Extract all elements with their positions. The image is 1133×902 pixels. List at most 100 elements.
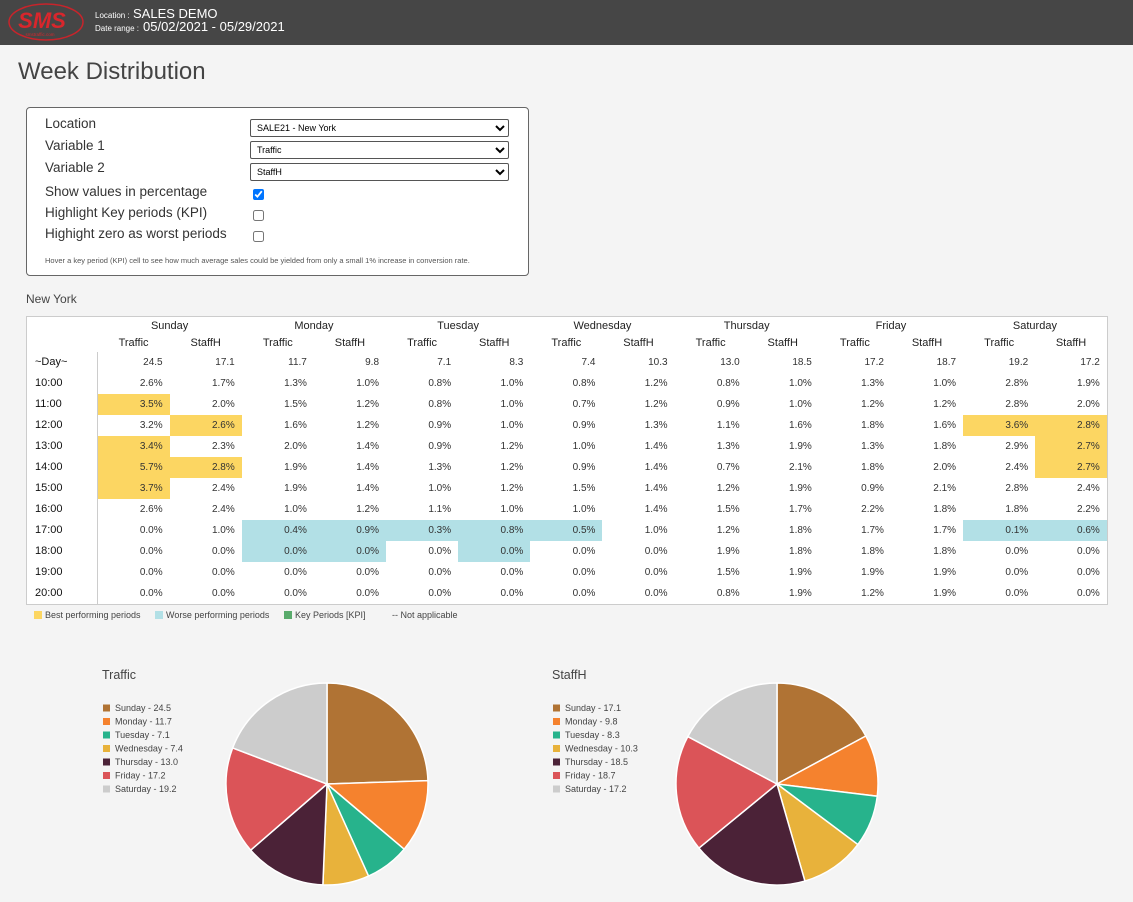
table-cell: 0.0%	[139, 566, 163, 578]
header-bar: SMS smstraffic.com Location : SALES DEMO…	[0, 0, 1133, 45]
legend-swatch	[284, 611, 292, 619]
table-cell: 11.7	[288, 356, 307, 368]
row-label: 20:00	[26, 582, 98, 604]
checkbox[interactable]	[253, 210, 264, 221]
table-cell: 1.9%	[789, 566, 812, 578]
table-cell: 1.6%	[789, 419, 812, 431]
table-cell: 1.3%	[644, 419, 668, 431]
row-label: 18:00	[26, 540, 98, 562]
table-cell: 1.9%	[1077, 377, 1100, 389]
table-cell: 1.9%	[789, 440, 812, 452]
pie-slice	[225, 746, 329, 852]
subheader: Traffic	[695, 337, 726, 349]
table-cell: 0.0%	[211, 587, 235, 599]
table-cell: 3.2%	[139, 419, 163, 431]
table-cell: 24.5	[143, 356, 163, 368]
table-cell: 2.7%	[1035, 435, 1108, 457]
table-cell: 1.1%	[428, 503, 452, 515]
table-cell: 1.5%	[716, 503, 740, 515]
table-cell: 1.2%	[356, 503, 380, 515]
table-cell: 2.2%	[861, 503, 884, 515]
corner	[27, 317, 98, 335]
checkbox[interactable]	[253, 231, 264, 242]
row-label: 17:00	[26, 519, 98, 541]
select[interactable]: Traffic	[250, 141, 509, 159]
day-header: Monday	[294, 319, 334, 332]
table-cell: 1.4%	[644, 503, 668, 515]
legend-swatch	[103, 785, 110, 793]
subheader: Traffic	[118, 337, 149, 349]
table-cell: 0.8%	[458, 519, 531, 541]
table-cell: 8.3	[509, 356, 524, 368]
legend-swatch	[553, 718, 560, 725]
table-cell: 0.0%	[572, 566, 596, 578]
select[interactable]: StaffH	[250, 163, 509, 181]
table-cell: 5.7%	[97, 456, 170, 478]
table-cell: 0.9%	[861, 482, 884, 494]
table-cell: 0.8%	[716, 377, 740, 389]
table-cell: 1.0%	[428, 482, 452, 494]
table-cell: 1.0%	[572, 503, 596, 515]
table-cell: 1.0%	[789, 398, 812, 410]
table-row: 17:00 0.0% 1.0% 0.4% 0.9% 0.3% 0.8% 0.5% 1.0% 1.2…	[26, 519, 1108, 541]
legend-label: Wednesday - 10.3	[565, 744, 638, 754]
day-header: Sunday	[150, 319, 189, 332]
logo-subtext: smstraffic.com	[26, 32, 55, 37]
table-cell: 1.9%	[789, 587, 812, 599]
chart-title: StaffH	[552, 668, 587, 682]
table-cell: 1.2%	[500, 461, 524, 473]
table-cell: 2.6%	[169, 414, 242, 436]
row-label: 19:00	[26, 561, 98, 583]
legend-swatch	[103, 772, 110, 779]
table-cell: 1.2%	[644, 398, 668, 410]
day-header: Wednesday	[573, 319, 632, 332]
table-cell: 0.1%	[963, 519, 1036, 541]
page-title: Week Distribution	[18, 58, 206, 85]
legend-label: Sunday - 17.1	[565, 703, 621, 713]
table-cell: 1.4%	[356, 482, 380, 494]
legend-label: Thursday - 13.0	[115, 757, 178, 767]
row-label: 13:00	[26, 435, 98, 457]
pie-slice	[686, 682, 778, 786]
table-cell: 0.4%	[241, 519, 314, 541]
table-cell: 18.7	[936, 356, 957, 368]
table-cell: 0.9%	[572, 461, 596, 473]
legend-swatch	[553, 731, 560, 739]
table-cell: 1.8%	[861, 545, 884, 557]
table-cell: 1.9%	[284, 461, 307, 473]
day-header: Tuesday	[437, 319, 480, 332]
pie-slice	[697, 782, 806, 886]
table-row: 18:00 0.0% 0.0% 0.0% 0.0% 0.0% 0.0% 0.0% 0.0% 1.9…	[26, 540, 1108, 562]
table-cell: 1.0%	[789, 377, 812, 389]
table-cell: 1.2%	[356, 398, 380, 410]
pie-slice	[325, 779, 429, 851]
table-cell: 9.8	[365, 356, 380, 368]
subheader: StaffH	[190, 337, 221, 349]
table-cell: 1.3%	[428, 461, 452, 473]
table-cell: 2.4%	[1005, 461, 1029, 473]
pie-charts: Traffic Sunday - 24.5 Monday - 11.7 Tuesday…	[102, 668, 879, 886]
table-row: 12:00 3.2% 2.6% 1.6% 1.2% 0.9% 1.0% 0.9% 1.3% 1.1…	[26, 414, 1108, 436]
select[interactable]: SALE21 - New York	[250, 119, 509, 137]
table-cell: 0.8%	[716, 587, 740, 599]
table-cell: 1.2%	[861, 587, 884, 599]
table-cell: 1.3%	[861, 377, 884, 389]
table-cell: 13.0	[720, 356, 740, 368]
subheader: StaffH	[1055, 337, 1087, 349]
table-cell: 1.9%	[284, 482, 307, 494]
table-cell: 1.2%	[716, 482, 740, 494]
checkbox[interactable]	[253, 189, 264, 200]
table-cell: 0.0%	[428, 566, 452, 578]
row-label: ~Day~	[26, 351, 98, 373]
table-cell: 2.8%	[169, 456, 242, 478]
table-cell: 1.9%	[861, 566, 884, 578]
table-cell: 1.8%	[933, 545, 957, 557]
table-row: 15:00 3.7% 2.4% 1.9% 1.4% 1.0% 1.2% 1.5% 1.4% 1.2…	[26, 477, 1108, 499]
checkbox-label: Show values in percentage	[45, 184, 208, 199]
table-cell: 0.0%	[284, 587, 307, 599]
table-cell: 1.4%	[644, 440, 668, 452]
table-row: ~Day~ 24.5 17.1 11.7 9.8 7.1 8.3 7.4 10.3 13.0 18.…	[26, 351, 1108, 373]
table-cell: 0.0%	[458, 540, 531, 562]
table-cell: 1.1%	[716, 419, 740, 431]
subheader: Traffic	[551, 337, 582, 349]
